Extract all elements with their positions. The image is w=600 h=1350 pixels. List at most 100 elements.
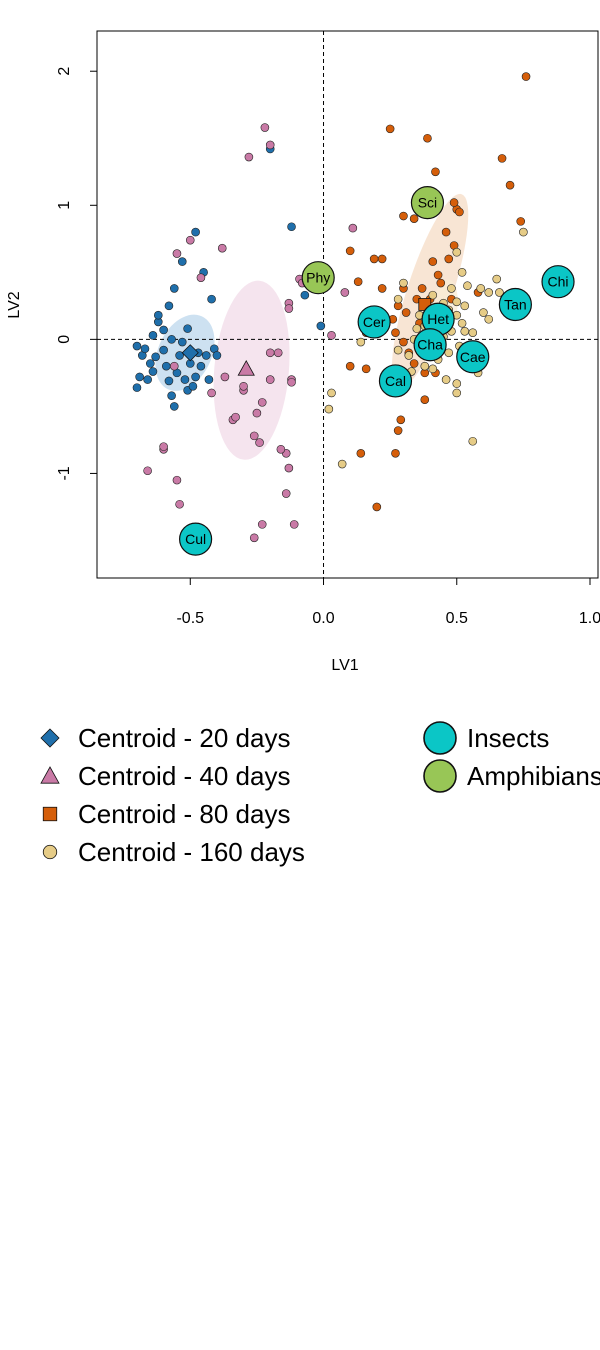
point-d40 — [239, 381, 248, 391]
point-d160 — [324, 404, 334, 414]
point-d80 — [356, 449, 366, 458]
point-d40 — [260, 123, 270, 132]
point-d20 — [145, 359, 155, 368]
point-d20 — [201, 351, 211, 360]
point-d40 — [196, 273, 206, 282]
point-d160 — [492, 274, 502, 284]
point-d160 — [460, 327, 470, 336]
point-d40 — [255, 438, 264, 447]
point-d20 — [153, 310, 163, 320]
point-d80 — [521, 72, 531, 81]
taxon-cha-label: Cha — [417, 337, 443, 353]
point-d20 — [207, 294, 216, 304]
point-d40 — [289, 520, 299, 529]
taxon-tan-label: Tan — [504, 297, 527, 313]
point-d40 — [284, 304, 294, 313]
point-d160 — [444, 348, 454, 358]
point-d80 — [391, 328, 400, 337]
point-d80 — [353, 277, 363, 287]
point-d40 — [340, 288, 350, 297]
axes: -0.5 0.0 0.5 1.0 -1 0 1 2 — [56, 67, 600, 627]
point-d20 — [132, 383, 142, 392]
legend: Centroid - 20 days Centroid - 40 days Cent… — [40, 721, 600, 867]
point-d160 — [479, 308, 488, 317]
point-d160 — [460, 301, 470, 311]
point-d20 — [196, 361, 206, 371]
point-d20 — [316, 321, 326, 331]
taxon-het-label: Het — [427, 311, 449, 327]
centroid-d40 — [237, 360, 255, 376]
plot-area: Sci Phy Chi Tan Cer Het Cha Cae Cal Cul — [97, 31, 598, 578]
point-d20 — [183, 324, 192, 333]
point-d20 — [169, 284, 179, 293]
point-d20 — [167, 335, 176, 344]
point-d160 — [447, 284, 456, 293]
y-axis-title: LV2 — [6, 291, 23, 318]
point-d80 — [396, 415, 406, 425]
point-d40 — [207, 388, 216, 398]
y-tick-label: 1 — [56, 201, 73, 210]
point-d160 — [463, 281, 472, 291]
point-d160 — [452, 297, 462, 307]
point-d80 — [345, 361, 355, 371]
taxon-cer-label: Cer — [363, 314, 386, 330]
point-d20 — [177, 257, 187, 266]
point-d40 — [257, 398, 267, 407]
point-d80 — [401, 308, 411, 317]
point-d20 — [159, 325, 168, 335]
y-tick-label: 0 — [56, 335, 73, 344]
centroid-d20 — [181, 344, 199, 362]
point-d160 — [412, 324, 422, 333]
point-d20 — [164, 376, 174, 386]
point-d40 — [265, 375, 275, 384]
point-d20 — [135, 372, 144, 382]
point-d20 — [148, 367, 158, 376]
point-d40 — [348, 223, 358, 233]
point-d40 — [172, 249, 182, 258]
point-d80 — [444, 254, 454, 264]
point-d80 — [409, 214, 419, 223]
point-d80 — [441, 227, 451, 237]
point-d80 — [433, 270, 443, 280]
x-tick-label: 1.0 — [579, 610, 600, 627]
taxon-cae-label: Cae — [460, 349, 486, 365]
point-d20 — [159, 345, 168, 355]
point-d20 — [148, 331, 158, 340]
plot-frame — [96, 30, 599, 579]
point-d160 — [393, 294, 403, 304]
point-d40 — [175, 499, 184, 509]
point-d40 — [185, 235, 195, 245]
legend-symbol-amphibians — [423, 759, 457, 793]
legend-label-amphibians: Amphibians — [467, 761, 600, 791]
point-d40 — [143, 466, 152, 476]
point-d80 — [497, 154, 507, 163]
y-tick-label: -1 — [56, 466, 73, 480]
point-d20 — [188, 381, 198, 391]
point-d20 — [191, 372, 200, 382]
point-d160 — [420, 361, 430, 371]
legend-symbol-d80 — [42, 806, 58, 822]
point-d20 — [132, 341, 142, 351]
point-d160 — [452, 379, 462, 388]
point-d40 — [169, 361, 179, 371]
legend-symbol-d160 — [42, 844, 58, 860]
point-d40 — [249, 533, 259, 543]
point-d80 — [393, 426, 403, 435]
point-d40 — [281, 489, 291, 498]
legend-label-d160: Centroid - 160 days — [78, 837, 305, 867]
point-d80 — [345, 246, 355, 256]
x-axis-title: LV1 — [331, 657, 358, 674]
taxon-cer-marker — [357, 305, 391, 339]
point-d160 — [495, 288, 504, 297]
point-d20 — [161, 361, 171, 371]
point-d160 — [452, 388, 462, 398]
taxon-sci-marker — [410, 186, 445, 220]
point-d40 — [265, 348, 275, 358]
point-d80 — [455, 207, 464, 217]
taxon-phy-marker — [301, 261, 335, 295]
point-d160 — [457, 318, 467, 328]
point-d160 — [484, 314, 494, 324]
point-d80 — [391, 449, 400, 458]
taxon-cae-marker — [456, 340, 490, 374]
point-d80 — [369, 254, 379, 264]
